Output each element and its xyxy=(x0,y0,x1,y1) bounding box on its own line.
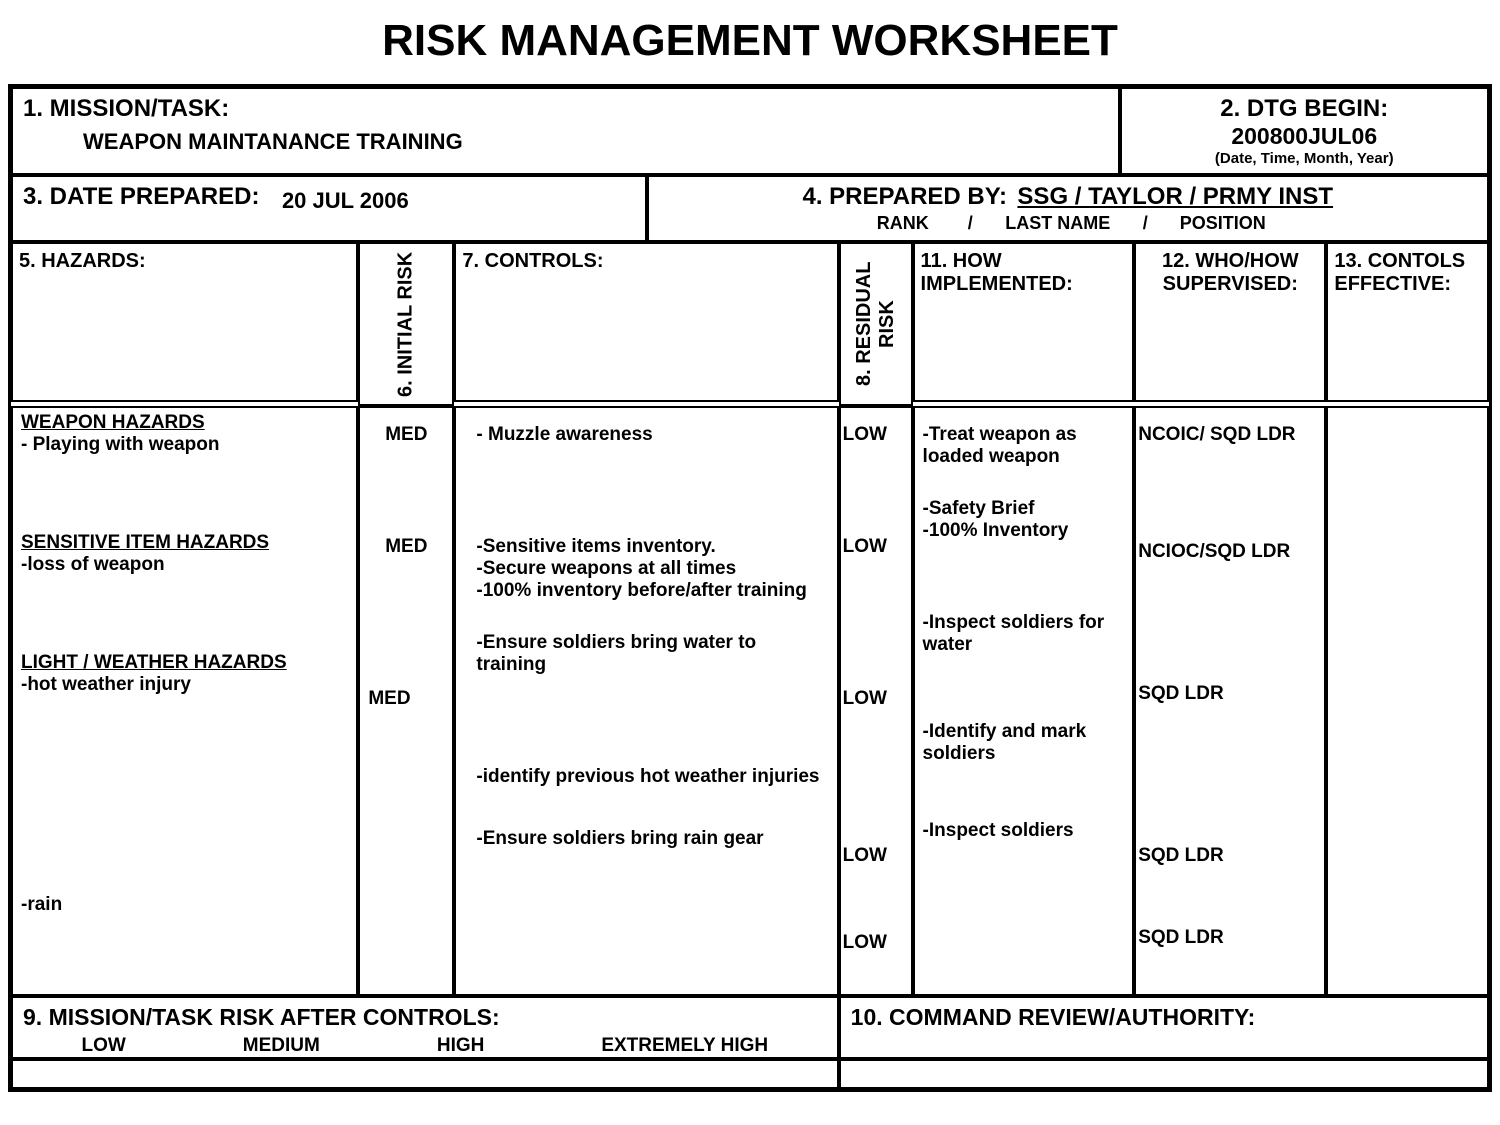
initial-risk-header: 6. INITIAL RISK xyxy=(358,242,454,406)
hazards-column: WEAPON HAZARDS - Playing with weapon SEN… xyxy=(11,406,358,996)
effective-header: 13. CONTOLS EFFECTIVE: xyxy=(1326,242,1489,402)
command-review-label: 10. COMMAND REVIEW/AUTHORITY: xyxy=(851,1004,1477,1031)
hazard-table-body: WEAPON HAZARDS - Playing with weapon SEN… xyxy=(11,406,1489,996)
mission-value: WEAPON MAINTANANCE TRAINING xyxy=(83,129,1108,155)
risk-options: LOW MEDIUM HIGH EXTREMELY HIGH xyxy=(23,1035,827,1057)
date-prepared-label: 3. DATE PREPARED: xyxy=(23,183,259,210)
dtg-label: 2. DTG BEGIN: xyxy=(1132,95,1478,123)
supervised-column: NCOIC/ SQD LDR NCIOC/SQD LDR SQD LDR SQD… xyxy=(1134,406,1326,996)
date-prepared-cell: 3. DATE PREPARED: 20 JUL 2006 xyxy=(11,175,647,242)
implemented-header: 11. HOW IMPLEMENTED: xyxy=(913,242,1135,402)
implemented-column: -Treat weapon as loaded weapon -Safety B… xyxy=(913,406,1135,996)
spacer-right xyxy=(839,1059,1489,1089)
page-title: RISK MANAGEMENT WORKSHEET xyxy=(8,16,1492,66)
prepared-by-cell: 4. PREPARED BY: SSG / TAYLOR / PRMY INST… xyxy=(647,175,1489,242)
hazards-header: 5. HAZARDS: xyxy=(11,242,358,402)
dtg-value: 200800JUL06 xyxy=(1132,123,1478,150)
risk-after-label: 9. MISSION/TASK RISK AFTER CONTROLS: xyxy=(23,1004,827,1031)
worksheet-form: 1. MISSION/TASK: WEAPON MAINTANANCE TRAI… xyxy=(8,84,1492,1092)
spacer-left xyxy=(11,1059,839,1089)
date-prepared-value: 20 JUL 2006 xyxy=(282,188,409,213)
prepared-by-label: 4. PREPARED BY: xyxy=(802,183,1006,210)
risk-after-cell: 9. MISSION/TASK RISK AFTER CONTROLS: LOW… xyxy=(11,996,839,1059)
dtg-begin-cell: 2. DTG BEGIN: 200800JUL06 (Date, Time, M… xyxy=(1120,87,1490,175)
hazard-table-header: 5. HAZARDS: 6. INITIAL RISK 7. CONTROLS:… xyxy=(11,242,1489,406)
dtg-note: (Date, Time, Month, Year) xyxy=(1132,150,1478,167)
controls-column: - Muzzle awareness -Sensitive items inve… xyxy=(454,406,838,996)
controls-header: 7. CONTROLS: xyxy=(454,242,838,402)
residual-risk-column: LOW LOW LOW LOW LOW xyxy=(839,406,913,996)
residual-risk-header: 8. RESIDUAL RISK xyxy=(839,242,913,406)
mission-label: 1. MISSION/TASK: xyxy=(23,95,1108,123)
initial-risk-column: MED MED MED xyxy=(358,406,454,996)
prepared-by-sublabels: RANK / LAST NAME / POSITION xyxy=(659,213,1477,234)
mission-task-cell: 1. MISSION/TASK: WEAPON MAINTANANCE TRAI… xyxy=(11,87,1120,175)
supervised-header: 12. WHO/HOW SUPERVISED: xyxy=(1134,242,1326,402)
command-review-cell: 10. COMMAND REVIEW/AUTHORITY: xyxy=(839,996,1489,1059)
effective-column xyxy=(1326,406,1489,996)
prepared-by-value: SSG / TAYLOR / PRMY INST xyxy=(1017,183,1333,210)
